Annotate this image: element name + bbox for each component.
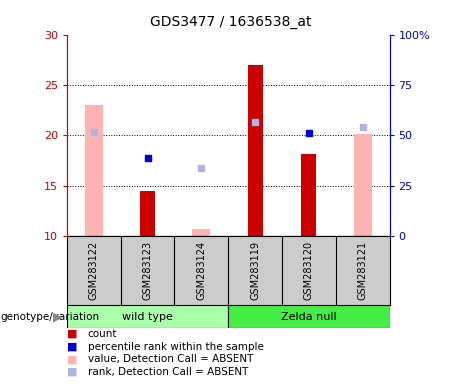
Text: GSM283119: GSM283119 bbox=[250, 241, 260, 300]
Text: wild type: wild type bbox=[122, 312, 173, 322]
Text: genotype/variation: genotype/variation bbox=[0, 312, 99, 322]
Text: GSM283121: GSM283121 bbox=[358, 241, 368, 300]
Text: GDS3477 / 1636538_at: GDS3477 / 1636538_at bbox=[150, 15, 311, 29]
Text: GSM283122: GSM283122 bbox=[89, 241, 99, 300]
Bar bbox=[301, 154, 316, 236]
Text: GSM283124: GSM283124 bbox=[196, 241, 207, 300]
Text: ■: ■ bbox=[67, 354, 77, 364]
Bar bbox=[140, 191, 155, 236]
Text: rank, Detection Call = ABSENT: rank, Detection Call = ABSENT bbox=[88, 367, 248, 377]
Bar bbox=[85, 105, 103, 236]
Text: ■: ■ bbox=[67, 367, 77, 377]
Text: percentile rank within the sample: percentile rank within the sample bbox=[88, 342, 264, 352]
Text: GSM283123: GSM283123 bbox=[142, 241, 153, 300]
Bar bbox=[192, 229, 210, 236]
Text: value, Detection Call = ABSENT: value, Detection Call = ABSENT bbox=[88, 354, 253, 364]
Bar bbox=[228, 305, 390, 328]
Text: ■: ■ bbox=[67, 342, 77, 352]
Bar bbox=[248, 65, 263, 236]
Text: GSM283120: GSM283120 bbox=[304, 241, 314, 300]
Text: ▶: ▶ bbox=[53, 310, 62, 323]
Text: Zelda null: Zelda null bbox=[281, 312, 337, 322]
Text: count: count bbox=[88, 329, 117, 339]
Bar bbox=[67, 305, 228, 328]
Bar bbox=[354, 134, 372, 236]
Text: ■: ■ bbox=[67, 329, 77, 339]
